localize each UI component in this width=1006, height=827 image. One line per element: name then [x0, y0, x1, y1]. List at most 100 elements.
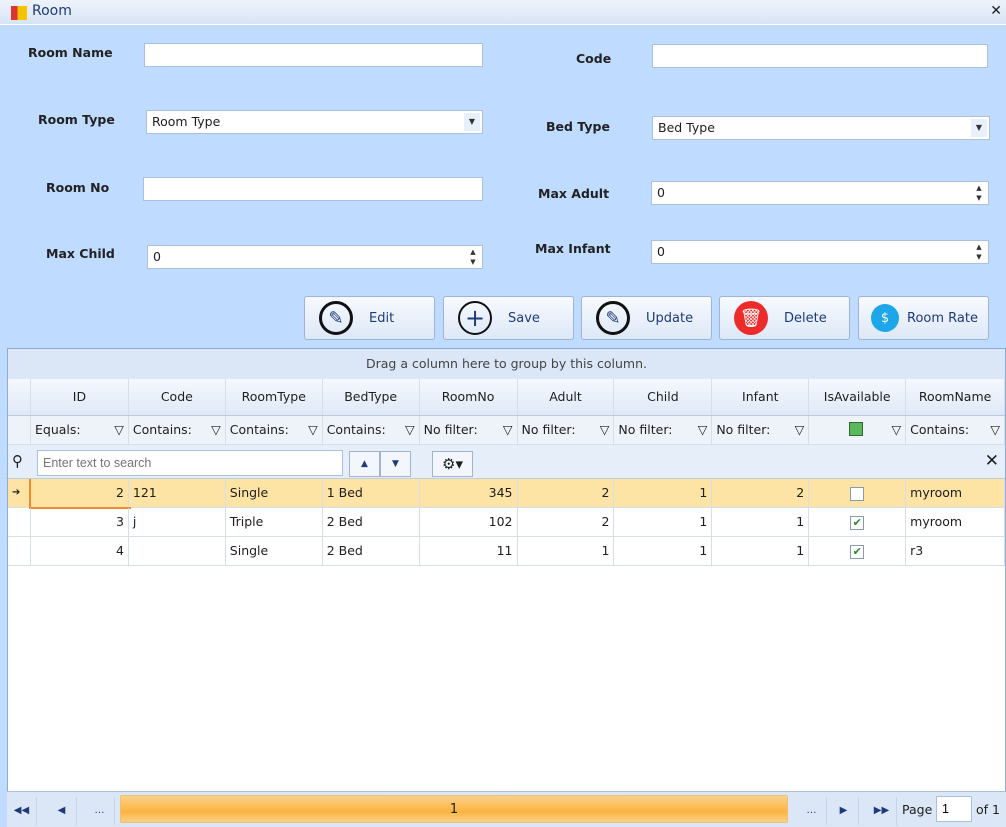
spin-arrows-icon[interactable]: ▲ ▼ [470, 248, 476, 266]
settings-gear-icon[interactable]: ⚙▾ [432, 451, 473, 477]
cell-id[interactable]: 3 [31, 508, 129, 536]
code-input[interactable] [652, 44, 988, 68]
cell-code[interactable]: 121 [128, 479, 226, 507]
row-indicator[interactable] [8, 508, 31, 536]
filter-cell-code[interactable]: Contains: ▽ [128, 416, 226, 444]
filter-funnel-icon[interactable]: ▽ [308, 422, 318, 437]
filter-funnel-icon[interactable]: ▽ [891, 422, 902, 437]
cell-infant[interactable]: 1 [712, 508, 810, 536]
filter-operator[interactable]: Equals: [34, 422, 81, 437]
first-page-icon[interactable]: ◀◀ [7, 797, 37, 825]
filter-operator[interactable]: No filter: [716, 422, 771, 437]
cell-room_type[interactable]: Single [225, 479, 323, 507]
chevron-down-icon[interactable]: ▼ [464, 113, 480, 131]
last-page-icon[interactable]: ▶▶ [867, 797, 897, 825]
cell-room_no[interactable]: 345 [419, 479, 518, 507]
cell-bed_type[interactable]: 1 Bed [322, 479, 420, 507]
column-header-isavailable[interactable]: IsAvailable [809, 379, 907, 415]
checkbox-checked[interactable]: ✔ [850, 544, 865, 559]
delete-button[interactable]: 🗑 Delete [719, 296, 850, 340]
row-indicator[interactable] [8, 537, 31, 565]
filter-operator[interactable]: Contains: [910, 422, 970, 437]
cell-room_no[interactable]: 102 [420, 508, 518, 536]
close-button[interactable]: ✕ [990, 3, 1002, 19]
find-next-button[interactable]: ▼ [380, 451, 411, 477]
filter-cell-roomtype[interactable]: Contains: ▽ [225, 416, 323, 444]
filter-funnel-icon[interactable]: ▽ [502, 422, 513, 437]
row-indicator[interactable]: ➔ [8, 479, 31, 507]
cell-bed_type[interactable]: 2 Bed [323, 537, 420, 565]
cell-adult[interactable]: 1 [518, 537, 615, 565]
filter-operator[interactable]: No filter: [423, 422, 478, 437]
cell-bed_type[interactable]: 2 Bed [323, 508, 420, 536]
more-pages-left[interactable]: … [85, 797, 115, 825]
group-panel[interactable]: Drag a column here to group by this colu… [8, 349, 1005, 379]
room-rate-button[interactable]: $ Room Rate [858, 296, 989, 340]
filter-cell-roomname[interactable]: Contains: ▽ [906, 416, 1006, 444]
bed-type-select[interactable]: Bed Type ▼ [652, 116, 990, 140]
table-row[interactable]: 3 j Triple 2 Bed 102 2 1 1 ✔ myroom [8, 508, 1006, 537]
more-pages-right[interactable]: … [797, 797, 827, 825]
room-type-select[interactable]: Room Type ▼ [146, 110, 483, 134]
close-search-icon[interactable]: ✕ [984, 451, 999, 471]
update-button[interactable]: ✎ Update [581, 296, 712, 340]
filter-funnel-icon[interactable]: ▽ [404, 422, 415, 437]
filter-cell-child[interactable]: No filter: ▽ [614, 416, 713, 444]
filter-cell-adult[interactable]: No filter: ▽ [517, 416, 615, 444]
max-adult-spinner[interactable]: 0 ▲ ▼ [651, 181, 989, 205]
save-button[interactable]: + Save [443, 296, 574, 340]
column-header-code[interactable]: Code [128, 379, 226, 415]
cell-room_type[interactable]: Triple [226, 508, 323, 536]
cell-room_name[interactable]: myroom [906, 479, 1006, 507]
column-header-roomname[interactable]: RoomName [906, 379, 1006, 415]
column-header-id[interactable]: ID [30, 379, 129, 415]
column-header-bedtype[interactable]: BedType [322, 379, 420, 415]
cell-available[interactable]: ✔ [809, 537, 907, 565]
cell-id[interactable]: 2 [28, 477, 131, 509]
edit-button[interactable]: ✎ Edit [304, 296, 435, 340]
filter-operator[interactable]: No filter: [521, 422, 576, 437]
page-input[interactable] [936, 796, 972, 822]
cell-child[interactable]: 1 [614, 537, 713, 565]
cell-infant[interactable]: 1 [712, 537, 810, 565]
max-infant-spinner[interactable]: 0 ▲ ▼ [651, 240, 989, 264]
spin-arrows-icon[interactable]: ▲ ▼ [976, 184, 982, 202]
max-child-spinner[interactable]: 0 ▲ ▼ [147, 245, 483, 269]
filter-operator[interactable]: Contains: [229, 422, 289, 437]
table-row[interactable]: ➔ 2 121 Single 1 Bed 345 2 1 2 myroom [8, 477, 1006, 509]
column-header-infant[interactable]: Infant [712, 379, 810, 415]
table-row[interactable]: 4 Single 2 Bed 11 1 1 1 ✔ r3 [8, 537, 1006, 566]
prev-page-icon[interactable]: ◀ [47, 797, 77, 825]
cell-room_name[interactable]: myroom [906, 508, 1006, 536]
cell-id[interactable]: 4 [31, 537, 129, 565]
filter-cell-roomno[interactable]: No filter: ▽ [419, 416, 518, 444]
column-header-roomtype[interactable]: RoomType [225, 379, 323, 415]
cell-available[interactable]: ✔ [809, 508, 907, 536]
cell-room_type[interactable]: Single [226, 537, 323, 565]
page-1-button[interactable]: 1 [120, 795, 788, 823]
filter-operator[interactable]: No filter: [618, 422, 673, 437]
column-header-adult[interactable]: Adult [517, 379, 615, 415]
filter-funnel-icon[interactable]: ▽ [211, 422, 221, 437]
cell-room_no[interactable]: 11 [420, 537, 518, 565]
find-previous-button[interactable]: ▲ [349, 451, 380, 477]
cell-adult[interactable]: 2 [518, 508, 615, 536]
spin-arrows-icon[interactable]: ▲ ▼ [976, 243, 982, 261]
checkbox-checked[interactable]: ✔ [850, 515, 865, 530]
cell-child[interactable]: 1 [614, 508, 713, 536]
cell-infant[interactable]: 2 [712, 479, 810, 507]
filter-funnel-icon[interactable]: ▽ [990, 422, 1001, 437]
cell-code[interactable] [129, 537, 226, 565]
cell-available[interactable] [809, 479, 907, 507]
cell-adult[interactable]: 2 [517, 479, 615, 507]
chevron-down-icon[interactable]: ▼ [971, 119, 987, 137]
filter-cell-bedtype[interactable]: Contains: ▽ [322, 416, 420, 444]
column-header-child[interactable]: Child [614, 379, 713, 415]
filter-checkbox[interactable] [849, 422, 864, 436]
column-header-roomno[interactable]: RoomNo [419, 379, 518, 415]
filter-funnel-icon[interactable]: ▽ [599, 422, 610, 437]
filter-cell-isavailable[interactable]: ▽ [809, 416, 907, 444]
cell-room_name[interactable]: r3 [906, 537, 1006, 565]
next-page-icon[interactable]: ▶ [829, 797, 859, 825]
filter-funnel-icon[interactable]: ▽ [114, 422, 124, 437]
